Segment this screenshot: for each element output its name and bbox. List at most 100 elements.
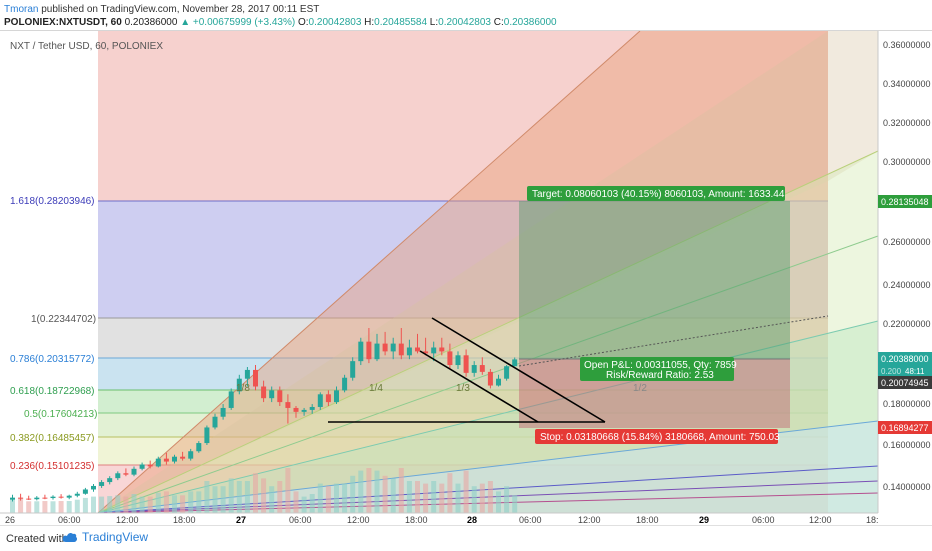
candle-body[interactable] xyxy=(269,390,275,399)
candle-body[interactable] xyxy=(285,402,291,408)
candle-body[interactable] xyxy=(439,347,445,352)
candle-body[interactable] xyxy=(301,409,307,412)
candle-body[interactable] xyxy=(228,391,234,408)
candle-body[interactable] xyxy=(309,406,315,410)
volume-bar xyxy=(317,483,323,513)
author-link[interactable]: Tmoran xyxy=(4,4,39,15)
candle-body[interactable] xyxy=(115,473,121,479)
candle-body[interactable] xyxy=(406,347,412,356)
wedge-inner-line[interactable] xyxy=(419,350,539,423)
tradingview-logo[interactable]: TradingView xyxy=(62,530,148,544)
volume-bar xyxy=(172,495,177,513)
candle-body[interactable] xyxy=(342,377,348,391)
candle-body[interactable] xyxy=(236,378,242,392)
fib-label-0382: 0.382(0.16485457) xyxy=(10,433,95,444)
candle-body[interactable] xyxy=(74,493,80,496)
volume-bar xyxy=(180,495,186,513)
candle-body[interactable] xyxy=(390,343,396,352)
volume-bar xyxy=(423,483,429,513)
candle-body[interactable] xyxy=(82,489,88,494)
candle-body[interactable] xyxy=(366,341,372,360)
price-tick: 0.22000000 xyxy=(883,319,931,329)
candle-body[interactable] xyxy=(431,347,437,354)
candle-body[interactable] xyxy=(18,497,24,499)
candle-body[interactable] xyxy=(463,355,469,373)
candle-body[interactable] xyxy=(147,464,153,467)
candle-body[interactable] xyxy=(58,496,64,498)
candle-body[interactable] xyxy=(261,386,267,399)
fib-label-1: 1(0.22344702) xyxy=(31,314,96,325)
candlestick-series[interactable] xyxy=(10,328,518,502)
symbol-name: POLONIEX:NXTUSDT, 60 xyxy=(4,17,122,28)
candle-body[interactable] xyxy=(496,378,501,386)
candle-body[interactable] xyxy=(317,394,323,407)
candle-body[interactable] xyxy=(479,365,485,372)
long-position-tool[interactable] xyxy=(518,201,829,428)
fib-label-0236: 0.236(0.15101235) xyxy=(10,461,95,472)
candle-body[interactable] xyxy=(107,478,113,483)
candle-body[interactable] xyxy=(447,351,453,366)
wedge-drawing[interactable] xyxy=(328,317,606,423)
candle-body[interactable] xyxy=(277,390,283,403)
candle-body[interactable] xyxy=(42,497,48,499)
candle-body[interactable] xyxy=(172,456,177,462)
candle-body[interactable] xyxy=(358,341,364,362)
candle-body[interactable] xyxy=(334,390,339,403)
publish-header: Tmoran published on TradingView.com, Nov… xyxy=(0,0,932,30)
wedge-upper-line[interactable] xyxy=(431,317,606,423)
volume-bar xyxy=(163,491,169,513)
price-chart[interactable]: 1.618(0.28203946) 1(0.22344702) 0.786(0.… xyxy=(0,30,932,526)
chart-frame[interactable]: 1.618(0.28203946) 1(0.22344702) 0.786(0.… xyxy=(0,30,932,526)
time-axis[interactable]: 26 06:00 12:00 18:00 27 06:00 12:00 18:0… xyxy=(0,512,879,526)
candle-body[interactable] xyxy=(512,359,518,367)
volume-bar xyxy=(350,475,356,513)
time-tick: 12:00 xyxy=(116,515,139,525)
candle-body[interactable] xyxy=(91,485,96,490)
candle-body[interactable] xyxy=(455,355,461,366)
volume-bar xyxy=(82,497,88,513)
candle-body[interactable] xyxy=(325,394,331,403)
candle-body[interactable] xyxy=(188,451,194,459)
fan-label-1-2: 1/2 xyxy=(633,383,647,394)
candle-body[interactable] xyxy=(139,464,145,469)
candle-body[interactable] xyxy=(423,351,429,354)
candle-body[interactable] xyxy=(204,427,210,444)
candle-body[interactable] xyxy=(26,498,32,500)
candle-body[interactable] xyxy=(10,497,15,500)
candle-body[interactable] xyxy=(350,361,356,378)
candle-body[interactable] xyxy=(398,343,404,356)
candle-body[interactable] xyxy=(131,468,137,475)
volume-bar xyxy=(115,495,121,513)
candle-body[interactable] xyxy=(196,443,202,452)
cloud-icon xyxy=(62,532,78,542)
candle-body[interactable] xyxy=(374,343,380,360)
fan-labels: 1/8 1/4 1/3 1/2 xyxy=(236,383,647,394)
candle-body[interactable] xyxy=(155,458,161,467)
candle-body[interactable] xyxy=(180,456,186,459)
candle-body[interactable] xyxy=(504,366,510,379)
candle-body[interactable] xyxy=(253,369,258,387)
volume-bar xyxy=(504,486,510,513)
candle-body[interactable] xyxy=(382,343,388,352)
candle-body[interactable] xyxy=(293,407,299,412)
candle-body[interactable] xyxy=(471,365,477,373)
candle-body[interactable] xyxy=(34,497,40,500)
candle-body[interactable] xyxy=(212,416,218,428)
candle-body[interactable] xyxy=(66,495,72,498)
candle-body[interactable] xyxy=(415,347,420,352)
candle-body[interactable] xyxy=(123,473,129,475)
candle-body[interactable] xyxy=(487,371,493,386)
target-zone[interactable] xyxy=(519,201,790,359)
volume-bar xyxy=(439,483,445,513)
pnl-box: Open P&L: 0.00311055, Qty: 7859 Risk/Rew… xyxy=(580,357,737,381)
time-tick: 06:00 xyxy=(289,515,312,525)
candle-body[interactable] xyxy=(244,369,250,379)
candle-body[interactable] xyxy=(99,482,105,486)
candle-body[interactable] xyxy=(163,458,169,462)
fan-line-1x1 xyxy=(97,30,641,514)
price-axis[interactable]: 0.36000000 0.34000000 0.32000000 0.30000… xyxy=(877,31,932,513)
candle-body[interactable] xyxy=(220,407,226,417)
axis-tag-target-bg xyxy=(878,195,932,208)
time-axis-bg[interactable] xyxy=(0,513,878,526)
candle-body[interactable] xyxy=(50,496,56,499)
